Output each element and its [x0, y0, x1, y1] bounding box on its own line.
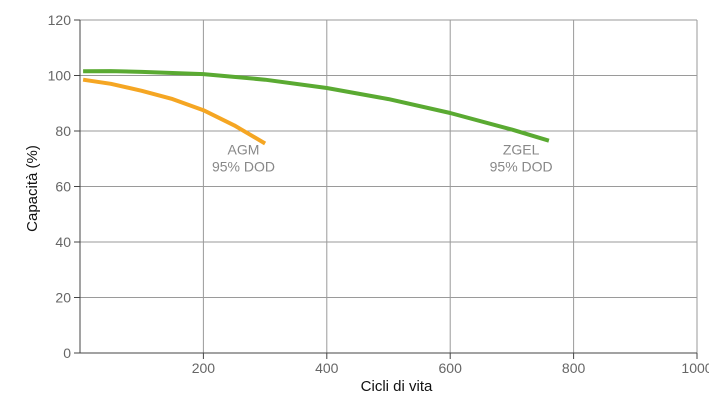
series-lines	[82, 69, 550, 146]
series-line-1	[83, 69, 550, 143]
x-tick-label: 1000	[681, 360, 709, 376]
x-tick-label: 200	[192, 360, 216, 376]
y-axis-label: Capacità (%)	[24, 145, 41, 232]
y-tick-label: 100	[48, 68, 72, 84]
y-tick-label: 20	[55, 290, 71, 306]
annotations: AGM 95% DOD ZGEL 95% DOD	[212, 142, 553, 175]
annotation-1: ZGEL 95% DOD	[490, 142, 553, 175]
x-axis-label: Cicli di vita	[361, 378, 433, 395]
x-tick-labels: 200 400 600 800 1000	[192, 360, 709, 376]
x-tick-label: 600	[439, 360, 463, 376]
y-tick-labels: 0 20 40 60 80 100 120	[48, 12, 72, 361]
y-tick-label: 40	[55, 234, 71, 250]
y-tick-label: 120	[48, 12, 72, 28]
axes	[74, 19, 698, 359]
y-tick-label: 80	[55, 123, 71, 139]
grid	[80, 19, 698, 353]
series-line-0	[82, 77, 267, 146]
annotation-0: AGM 95% DOD	[212, 142, 275, 175]
y-tick-label: 0	[63, 345, 71, 361]
x-tick-label: 400	[315, 360, 339, 376]
x-tick-label: 800	[562, 360, 586, 376]
y-tick-label: 60	[55, 179, 71, 195]
